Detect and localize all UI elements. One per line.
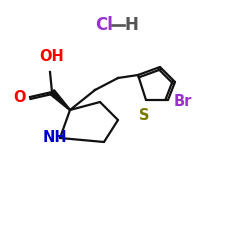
Text: OH: OH xyxy=(40,49,64,64)
Text: NH: NH xyxy=(43,130,68,146)
Polygon shape xyxy=(50,90,70,110)
Text: Br: Br xyxy=(174,94,193,110)
Text: O: O xyxy=(14,90,26,106)
Text: H: H xyxy=(125,16,139,34)
Text: S: S xyxy=(139,108,149,123)
Text: Cl: Cl xyxy=(95,16,113,34)
